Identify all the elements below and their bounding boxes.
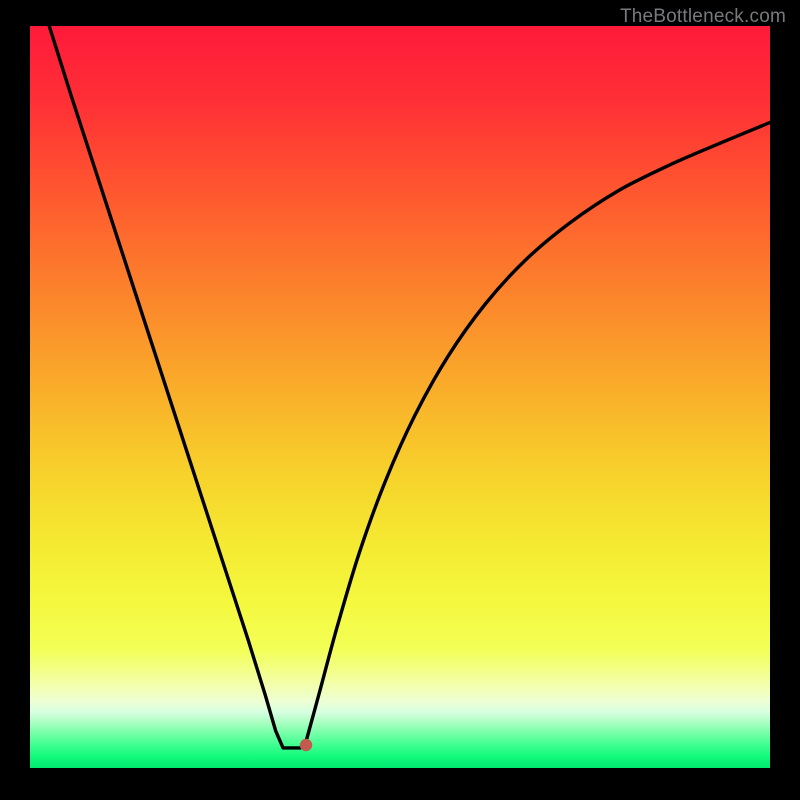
watermark: TheBottleneck.com	[620, 6, 786, 28]
background-gradient	[30, 26, 770, 768]
chart-canvas: TheBottleneck.com	[0, 0, 800, 800]
plot-area	[30, 26, 770, 768]
